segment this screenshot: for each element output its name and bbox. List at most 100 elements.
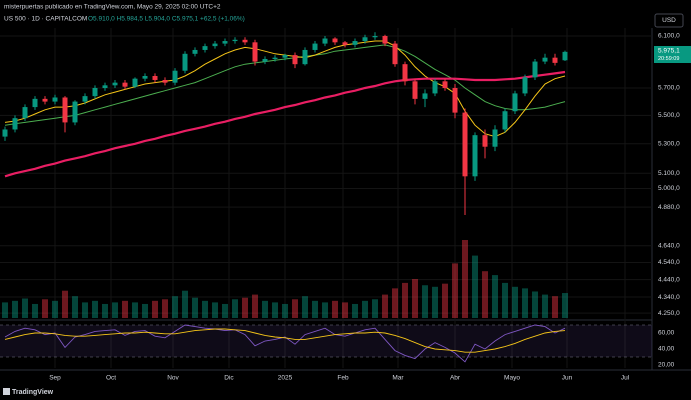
candle-body <box>442 81 448 89</box>
volume-bar <box>482 271 488 318</box>
candle-body <box>2 129 8 137</box>
volume-bar <box>282 303 288 318</box>
candle-body <box>52 97 58 102</box>
volume-bar <box>402 282 408 318</box>
y-tick-label: 5.300,0 <box>658 141 680 148</box>
volume-bar <box>422 285 428 318</box>
candle-body <box>42 98 48 102</box>
candle-body <box>272 57 278 59</box>
candle-body <box>92 88 98 97</box>
plot: Sep Oct Nov Dic 2025 Feb Mar Abr Mayo Jun Jul 6.100… <box>0 28 680 382</box>
volume-bar <box>412 279 418 318</box>
candle-body <box>532 61 538 78</box>
volume-bar <box>332 300 338 318</box>
candle-body <box>462 112 468 177</box>
volume-bar <box>32 303 38 318</box>
y-tick-label: 4.440,0 <box>658 276 680 283</box>
candle-body <box>222 41 228 44</box>
candle-body <box>12 118 18 130</box>
volume-bar <box>312 300 318 318</box>
volume-bar <box>442 283 448 318</box>
candle-body <box>62 97 68 123</box>
ohlc: O5.910,0 H5.984,5 L5.904,0 C5.975,1 +62,… <box>88 16 245 23</box>
last-price: 5.975,1 <box>658 48 680 55</box>
x-tick-label: Jul <box>621 375 630 382</box>
volume-bar <box>12 300 18 318</box>
x-tick-label: Nov <box>167 375 179 382</box>
logo-icon <box>3 388 10 395</box>
volume-bar <box>232 299 238 318</box>
candle-body <box>342 42 348 45</box>
candle-body <box>192 49 198 54</box>
volume-bar <box>102 303 108 318</box>
candle-body <box>542 57 548 62</box>
volume-bar <box>462 240 468 318</box>
candle-body <box>452 88 458 113</box>
candle-body <box>562 51 568 61</box>
candle-body <box>492 129 498 147</box>
volume-bar <box>212 302 218 318</box>
volume-bar <box>242 297 248 318</box>
volume-bar <box>452 263 458 318</box>
volume-bar <box>532 291 538 318</box>
volume-bar <box>92 300 98 318</box>
rsi-band <box>0 325 652 357</box>
candle-body <box>252 42 258 62</box>
y-tick-label: 5.000,0 <box>658 185 680 192</box>
volume-bar <box>182 290 188 318</box>
x-tick-label: Dic <box>224 375 234 382</box>
candle-body <box>102 85 108 89</box>
volume-bar <box>272 302 278 318</box>
candle-body <box>422 93 428 99</box>
candle-body <box>262 58 268 62</box>
volume-bar <box>112 302 118 318</box>
candle-body <box>282 55 288 58</box>
x-tick-label: Mar <box>392 375 404 382</box>
candle-body <box>182 53 188 71</box>
rsi-tick-label: 20,00 <box>658 362 675 369</box>
candle-body <box>82 96 88 102</box>
volume-bar <box>262 300 268 318</box>
candle-body <box>72 101 78 123</box>
candle-body <box>112 82 118 86</box>
volume-bar <box>502 282 508 318</box>
volume-bar <box>2 302 8 318</box>
rsi-ma <box>4 328 566 353</box>
candle-body <box>502 111 508 130</box>
currency[interactable]: USD <box>662 17 676 24</box>
candle-body <box>172 70 178 83</box>
candle-body <box>512 93 518 112</box>
x-tick-label: 2025 <box>278 375 293 382</box>
volume-bar <box>392 288 398 318</box>
volume-bar <box>172 296 178 318</box>
volume-bar <box>122 300 128 318</box>
currency-button[interactable] <box>654 13 684 28</box>
candle-body <box>482 135 488 147</box>
y-tick-label: 5.500,0 <box>658 112 680 119</box>
y-tick-label: 6.100,0 <box>658 33 680 40</box>
x-tick-label: Feb <box>337 375 349 382</box>
candle-body <box>242 39 248 43</box>
x-tick-label: Jun <box>562 375 573 382</box>
candle-body <box>152 75 158 80</box>
candle-body <box>312 43 318 50</box>
volume-bar <box>22 298 28 318</box>
volume-bar <box>372 299 378 318</box>
candle-body <box>392 43 398 65</box>
candle-body <box>122 82 128 87</box>
volume-bar <box>132 302 138 318</box>
candle-body <box>332 38 338 43</box>
candle-body <box>212 43 218 47</box>
y-tick-label: 4.540,0 <box>658 259 680 266</box>
volume-bar <box>82 302 88 318</box>
volume-bar <box>52 300 58 318</box>
volume-bar <box>152 300 158 318</box>
volume-bar <box>552 296 558 318</box>
volume-bar <box>362 300 368 318</box>
candle-body <box>402 64 408 82</box>
countdown: 20:59:09 <box>658 56 679 62</box>
volume-bar <box>192 297 198 318</box>
candle-body <box>372 36 378 38</box>
x-tick-label: Oct <box>106 375 116 382</box>
